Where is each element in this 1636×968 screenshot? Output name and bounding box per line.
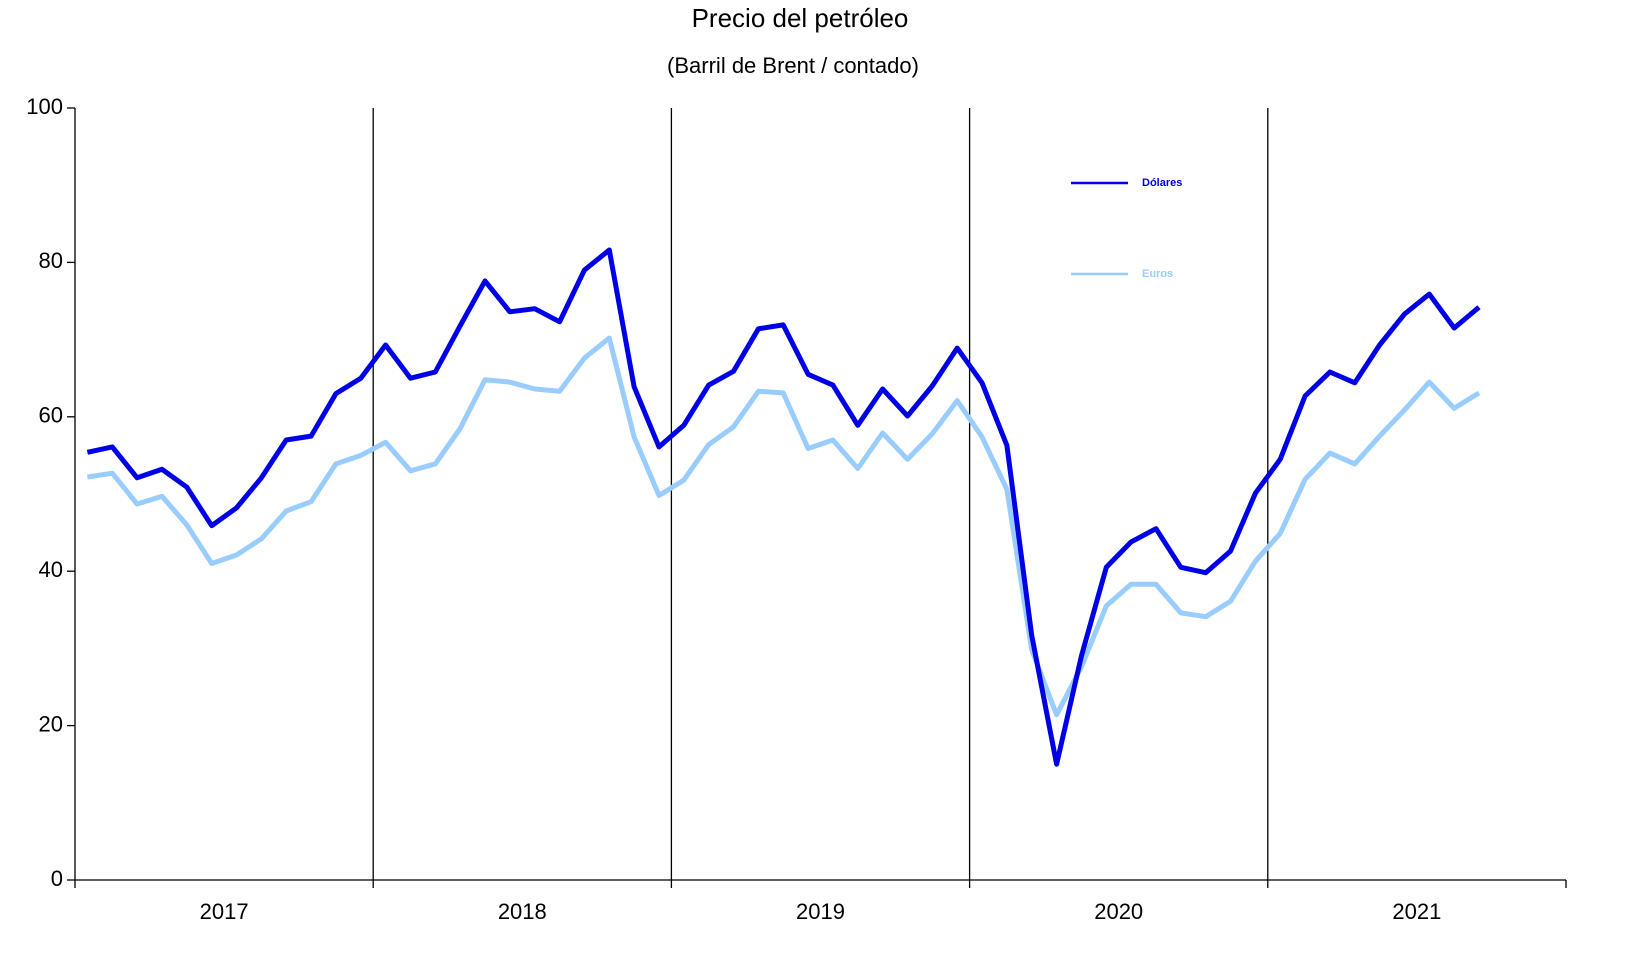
y-tick-label: 60 (39, 403, 63, 428)
legend-label: Dólares (1142, 177, 1182, 189)
chart-subtitle: (Barril de Brent / contado) (667, 53, 919, 78)
chart-title: Precio del petróleo (692, 3, 909, 33)
y-tick-label: 100 (26, 94, 63, 119)
series-line (87, 335, 1481, 718)
legend-label: Euros (1142, 268, 1173, 280)
x-tick-label: 2021 (1392, 899, 1441, 924)
y-tick-label: 20 (39, 711, 63, 736)
y-tick-label: 80 (39, 248, 63, 273)
x-tick-label: 2020 (1094, 899, 1143, 924)
x-tick-label: 2019 (796, 899, 845, 924)
series-line (86, 247, 1481, 767)
x-tick-label: 2017 (200, 899, 249, 924)
y-tick-label: 40 (39, 557, 63, 582)
x-tick-label: 2018 (498, 899, 547, 924)
y-tick-label: 0 (51, 866, 63, 891)
